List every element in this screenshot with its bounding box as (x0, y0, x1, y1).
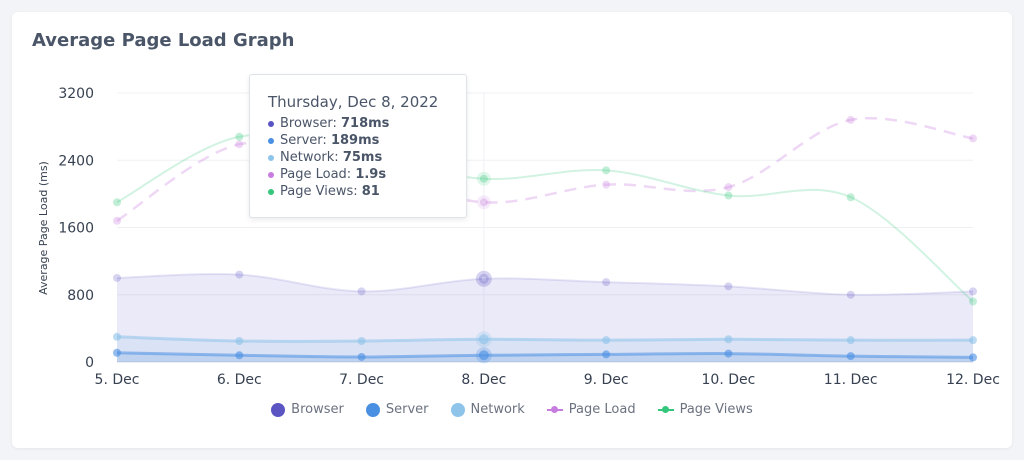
legend-marker-browser (271, 402, 286, 417)
legend-label: Page Load (568, 402, 636, 417)
data-point-browser (846, 290, 855, 299)
legend-marker-server (365, 402, 380, 417)
y-tick-label: 800 (67, 288, 94, 304)
tooltip-label: Network: (280, 150, 339, 165)
data-point-page-views (113, 198, 121, 207)
legend-label: Server (385, 402, 429, 417)
data-point-network (235, 336, 244, 345)
x-tick-label: 9. Dec (584, 372, 629, 388)
legend-item-page-views[interactable]: Page Views (657, 402, 753, 417)
chart-tooltip: Thursday, Dec 8, 2022 Browser: 718ms Ser… (249, 74, 467, 218)
data-point-network (846, 336, 855, 345)
data-point-page-views (846, 193, 855, 202)
tooltip-row-network: Network: 75ms (268, 149, 466, 166)
tooltip-label: Page Load: (280, 167, 352, 182)
x-tick-label: 8. Dec (461, 372, 506, 388)
data-point-server (724, 349, 733, 358)
x-tick-label: 11. Dec (824, 372, 878, 388)
tooltip-row-page-load: Page Load: 1.9s (268, 166, 466, 183)
data-point-server (235, 351, 244, 360)
tooltip-dot-page-load (268, 171, 274, 178)
data-point-network (357, 336, 366, 345)
tooltip-dot-page-views (268, 188, 274, 195)
tooltip-value: 1.9s (355, 167, 387, 182)
tooltip-dot-browser (268, 120, 274, 127)
tooltip-row-page-views: Page Views: 81 (268, 183, 466, 200)
data-point-page-views (724, 191, 733, 200)
data-point-network (969, 336, 977, 345)
data-point-page-load (724, 183, 733, 192)
data-point-network (475, 331, 492, 348)
y-tick-label: 2400 (58, 153, 94, 169)
data-point-network (113, 332, 121, 341)
y-tick-label: 0 (85, 355, 94, 371)
legend-item-page-load[interactable]: Page Load (546, 402, 636, 417)
tooltip-row-browser: Browser: 718ms (268, 115, 466, 132)
tooltip-date: Thursday, Dec 8, 2022 (268, 93, 439, 111)
data-point-page-load (846, 115, 855, 124)
data-point-page-views (969, 297, 977, 306)
x-tick-label: 5. Dec (95, 372, 140, 388)
tooltip-dot-server (268, 137, 274, 144)
y-tick-label: 1600 (58, 221, 94, 237)
data-point-page-load (602, 180, 611, 189)
series-line-browser (116, 273, 974, 296)
legend-label: Network (470, 402, 525, 417)
tooltip-value: 81 (361, 184, 380, 199)
legend-marker-page-load (546, 405, 563, 415)
legend-item-server[interactable]: Server (365, 402, 429, 417)
chart-legend: Browser Server Network Page Load Page Vi… (0, 402, 1024, 417)
data-point-network (724, 335, 733, 344)
legend-marker-page-views (657, 405, 674, 415)
tooltip-value: 189ms (330, 133, 380, 148)
tooltip-value: 75ms (342, 150, 383, 165)
legend-marker-network (450, 402, 465, 417)
tooltip-row-server: Server: 189ms (268, 132, 466, 149)
x-tick-label: 7. Dec (339, 372, 384, 388)
data-point-server (357, 352, 366, 361)
data-point-browser (724, 282, 733, 291)
data-point-page-views (476, 171, 491, 186)
x-tick-label: 6. Dec (217, 372, 262, 388)
tooltip-dot-network (268, 154, 274, 161)
legend-label: Browser (291, 402, 344, 417)
legend-item-network[interactable]: Network (450, 402, 525, 417)
data-point-network (602, 336, 611, 345)
data-point-browser (602, 278, 611, 287)
series-line-page-load (116, 116, 974, 222)
data-point-server (113, 348, 121, 357)
y-axis-label: Average Page Load (ms) (37, 161, 50, 295)
chart-card (12, 12, 1012, 448)
x-tick-label: 10. Dec (702, 372, 756, 388)
tooltip-label: Server: (280, 133, 327, 148)
legend-item-browser[interactable]: Browser (271, 402, 344, 417)
data-point-page-load (476, 195, 491, 210)
data-point-browser (969, 287, 977, 296)
tooltip-label: Page Views: (280, 184, 358, 199)
data-point-browser (235, 270, 244, 279)
series-line-server (116, 351, 974, 359)
data-point-page-views (602, 166, 611, 175)
series-line-network (116, 335, 974, 343)
data-point-page-load (969, 134, 977, 143)
data-point-server (846, 352, 855, 361)
data-point-server (475, 347, 492, 364)
data-point-page-views (235, 132, 244, 141)
data-point-server (602, 350, 611, 359)
chart-title: Average Page Load Graph (32, 30, 295, 51)
data-point-browser (113, 273, 121, 282)
data-point-server (969, 353, 977, 362)
legend-label: Page Views (679, 402, 753, 417)
tooltip-value: 718ms (340, 116, 390, 131)
tooltip-label: Browser: (280, 116, 337, 131)
data-point-browser (357, 287, 366, 296)
data-point-page-load (235, 140, 244, 149)
y-tick-label: 3200 (58, 86, 94, 102)
data-point-browser (475, 270, 492, 287)
data-point-page-load (113, 216, 121, 225)
x-tick-label: 12. Dec (946, 372, 1000, 388)
